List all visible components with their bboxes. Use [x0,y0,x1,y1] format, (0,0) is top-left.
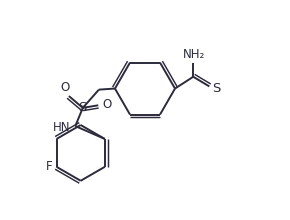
Text: O: O [60,81,70,94]
Text: HN: HN [52,121,70,134]
Text: O: O [102,98,111,111]
Text: S: S [212,82,220,95]
Text: S: S [79,101,87,114]
Text: F: F [46,160,52,173]
Text: NH₂: NH₂ [183,48,205,61]
